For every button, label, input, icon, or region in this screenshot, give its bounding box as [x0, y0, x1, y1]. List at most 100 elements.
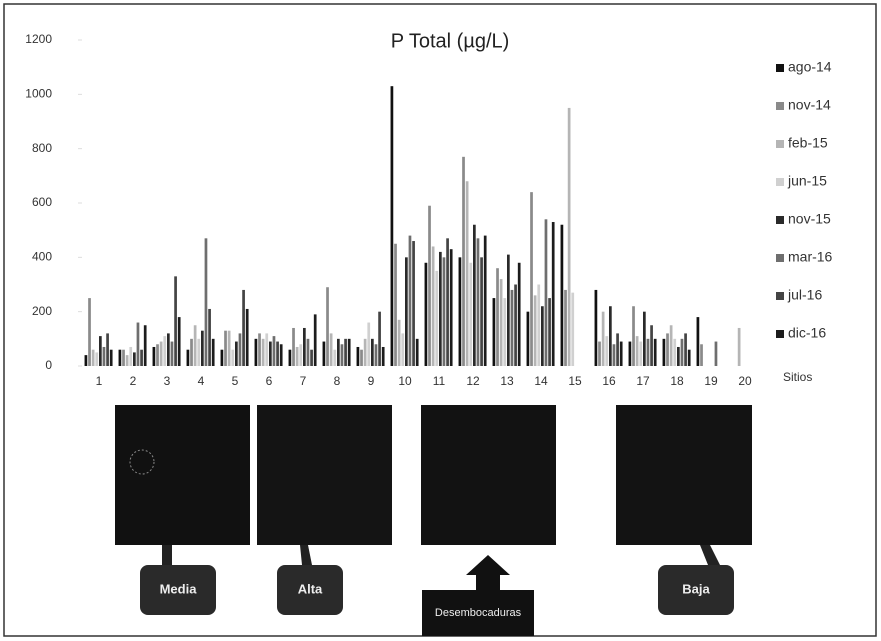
bar: [276, 341, 279, 366]
bar: [211, 338, 215, 366]
x-tick-label: 3: [164, 374, 171, 388]
bar: [442, 257, 446, 366]
bar: [231, 349, 235, 366]
legend-text: jun-15: [787, 173, 827, 189]
bar: [220, 349, 224, 366]
bar: [514, 284, 517, 366]
bar: [673, 338, 677, 366]
x-tick-label: 20: [738, 374, 752, 388]
bar: [397, 319, 401, 366]
bar: [632, 306, 635, 366]
legend-text: ago-14: [788, 59, 832, 75]
photos: Media Alta Desembocaduras Baja: [115, 405, 752, 636]
bar: [227, 330, 231, 366]
legend-swatch: [776, 216, 784, 224]
bar: [605, 336, 609, 366]
bar: [204, 238, 208, 366]
legend-swatch: [776, 292, 784, 300]
bar: [510, 289, 514, 366]
bar: [473, 224, 476, 366]
x-tick-label: 14: [534, 374, 548, 388]
pointer: [700, 545, 720, 565]
bar: [340, 344, 344, 366]
legend-text: nov-14: [788, 97, 831, 113]
bar: [551, 222, 555, 366]
chart-title: P Total (µg/L): [391, 30, 510, 52]
bar: [537, 284, 541, 366]
bar: [140, 349, 143, 366]
bar: [390, 86, 394, 366]
x-tick-label: 9: [368, 374, 375, 388]
y-tick-label: 400: [32, 250, 52, 264]
legend-swatch: [776, 178, 784, 186]
bar: [684, 333, 687, 366]
bar: [643, 311, 646, 366]
bar: [347, 338, 351, 366]
photo-detail: [129, 449, 155, 475]
x-tick-label: 2: [130, 374, 137, 388]
bar: [102, 346, 106, 366]
bar: [533, 295, 537, 366]
legend-swatch: [776, 64, 784, 72]
bar: [167, 333, 170, 366]
bar: [133, 352, 136, 366]
label-box: [658, 565, 734, 615]
x-tick-label: 13: [500, 374, 514, 388]
bar: [88, 298, 91, 366]
bar: [163, 336, 167, 366]
bar: [326, 287, 329, 366]
bar: [601, 311, 605, 366]
bar: [197, 338, 201, 366]
bar: [394, 243, 397, 366]
bar: [548, 298, 551, 366]
bar: [428, 205, 431, 366]
x-tick-label: 5: [232, 374, 239, 388]
bar: [190, 338, 193, 366]
x-tick-label: 8: [334, 374, 341, 388]
bar: [99, 336, 102, 366]
bar: [492, 298, 496, 366]
annotation: Desembocaduras: [435, 607, 522, 619]
photo: [421, 405, 556, 545]
bar: [299, 344, 303, 366]
bar: [303, 327, 306, 366]
bar: [337, 338, 340, 366]
bar: [465, 181, 469, 366]
x-tick-label: 18: [670, 374, 684, 388]
x-tick-label: 12: [466, 374, 480, 388]
bar: [265, 333, 269, 366]
bar: [530, 192, 533, 366]
bar: [737, 327, 741, 366]
bar: [567, 107, 571, 367]
photo: [616, 405, 752, 545]
label-box: [277, 565, 343, 615]
bar: [313, 314, 317, 366]
bar: [628, 341, 632, 366]
bar: [374, 344, 378, 366]
bar: [118, 349, 122, 366]
bar: [295, 346, 299, 366]
bar: [310, 349, 313, 366]
photo: [257, 405, 392, 545]
bar: [208, 308, 211, 366]
bar: [186, 349, 190, 366]
bar: [136, 322, 140, 366]
bar: [106, 333, 109, 366]
bar: [235, 341, 238, 366]
bar: [412, 241, 415, 366]
bar: [292, 327, 295, 366]
bar: [609, 306, 612, 366]
bar: [594, 289, 598, 366]
bar: [650, 325, 653, 366]
bar: [408, 235, 412, 366]
y-tick-label: 200: [32, 304, 52, 318]
bar: [356, 346, 360, 366]
x-tick-label: 6: [266, 374, 273, 388]
bar: [598, 341, 601, 366]
bar: [677, 346, 680, 366]
bar: [544, 219, 548, 366]
bar: [279, 344, 283, 366]
bar: [381, 346, 385, 366]
bar: [619, 341, 623, 366]
bar: [156, 344, 159, 366]
